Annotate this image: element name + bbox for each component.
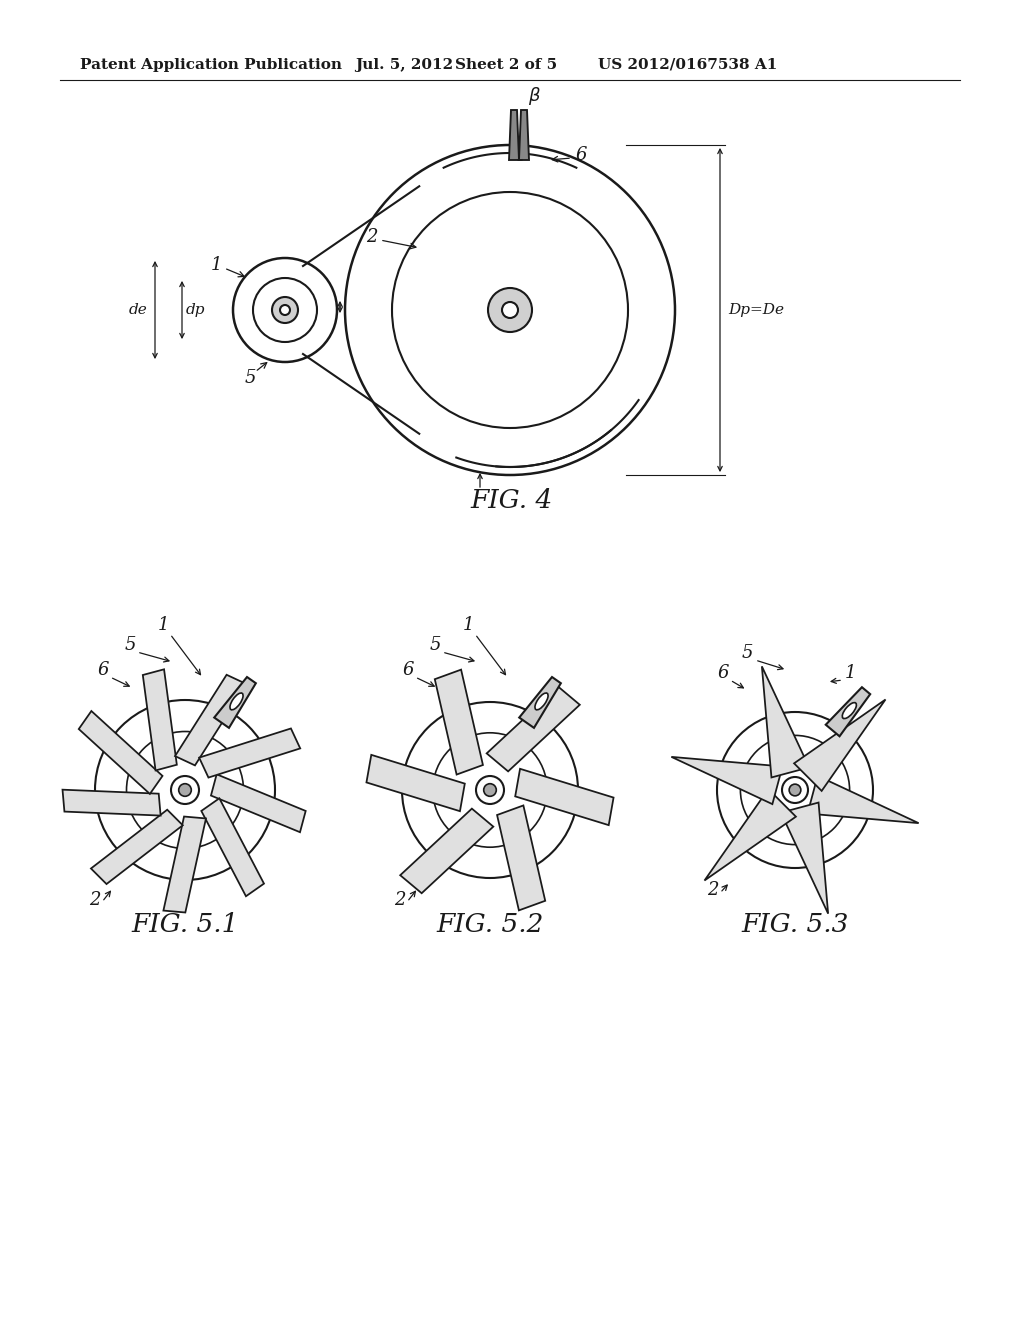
Polygon shape: [202, 799, 264, 896]
Polygon shape: [808, 776, 919, 824]
Polygon shape: [367, 755, 465, 812]
Text: Patent Application Publication: Patent Application Publication: [80, 58, 342, 73]
Circle shape: [790, 784, 801, 796]
Text: 1: 1: [844, 664, 856, 682]
Text: 6: 6: [575, 147, 587, 164]
Text: de: de: [128, 304, 147, 317]
Circle shape: [502, 302, 518, 318]
Text: 2: 2: [367, 228, 378, 246]
Ellipse shape: [230, 693, 243, 710]
Polygon shape: [79, 711, 163, 793]
Polygon shape: [519, 677, 561, 727]
Text: $\beta$: $\beta$: [528, 84, 541, 107]
Polygon shape: [62, 789, 161, 816]
Text: FIG. 5.3: FIG. 5.3: [741, 912, 849, 937]
Circle shape: [782, 777, 808, 803]
Polygon shape: [435, 669, 483, 775]
Polygon shape: [497, 805, 545, 911]
Polygon shape: [825, 688, 870, 737]
Text: 6: 6: [402, 661, 414, 678]
Polygon shape: [214, 677, 256, 727]
Text: 6: 6: [717, 664, 729, 682]
Polygon shape: [199, 729, 300, 777]
Polygon shape: [164, 817, 206, 912]
Text: 2: 2: [708, 880, 719, 899]
Polygon shape: [781, 803, 828, 913]
Polygon shape: [175, 675, 247, 766]
Circle shape: [483, 784, 497, 796]
Text: 2: 2: [394, 891, 406, 909]
Polygon shape: [519, 110, 529, 160]
Polygon shape: [142, 669, 177, 771]
Circle shape: [179, 784, 191, 796]
Text: 5: 5: [741, 644, 753, 663]
Text: 1: 1: [462, 616, 474, 634]
Polygon shape: [211, 775, 306, 832]
Circle shape: [280, 305, 290, 315]
Text: FIG. 4: FIG. 4: [471, 487, 553, 512]
Ellipse shape: [535, 693, 548, 710]
Text: 5: 5: [429, 636, 440, 653]
Text: 5: 5: [245, 370, 256, 387]
Polygon shape: [515, 768, 613, 825]
Ellipse shape: [843, 702, 856, 718]
Polygon shape: [486, 686, 580, 771]
Text: 5: 5: [124, 636, 136, 653]
Text: 2: 2: [89, 891, 100, 909]
Text: Sheet 2 of 5: Sheet 2 of 5: [455, 58, 557, 73]
Text: FIG. 5.2: FIG. 5.2: [436, 912, 544, 937]
Polygon shape: [400, 809, 494, 894]
Text: dp: dp: [186, 304, 206, 317]
Polygon shape: [762, 667, 809, 777]
Text: Dp=De: Dp=De: [728, 304, 784, 317]
Text: Jul. 5, 2012: Jul. 5, 2012: [355, 58, 454, 73]
Text: FIG. 5.1: FIG. 5.1: [131, 912, 239, 937]
Text: US 2012/0167538 A1: US 2012/0167538 A1: [598, 58, 777, 73]
Circle shape: [476, 776, 504, 804]
Polygon shape: [672, 756, 782, 804]
Polygon shape: [705, 789, 796, 880]
Text: 1: 1: [211, 256, 222, 275]
Circle shape: [272, 297, 298, 323]
Text: 1: 1: [158, 616, 169, 634]
Polygon shape: [509, 110, 519, 160]
Polygon shape: [91, 809, 182, 884]
Polygon shape: [794, 700, 886, 791]
Circle shape: [171, 776, 199, 804]
Text: 6: 6: [97, 661, 109, 678]
Circle shape: [488, 288, 532, 333]
